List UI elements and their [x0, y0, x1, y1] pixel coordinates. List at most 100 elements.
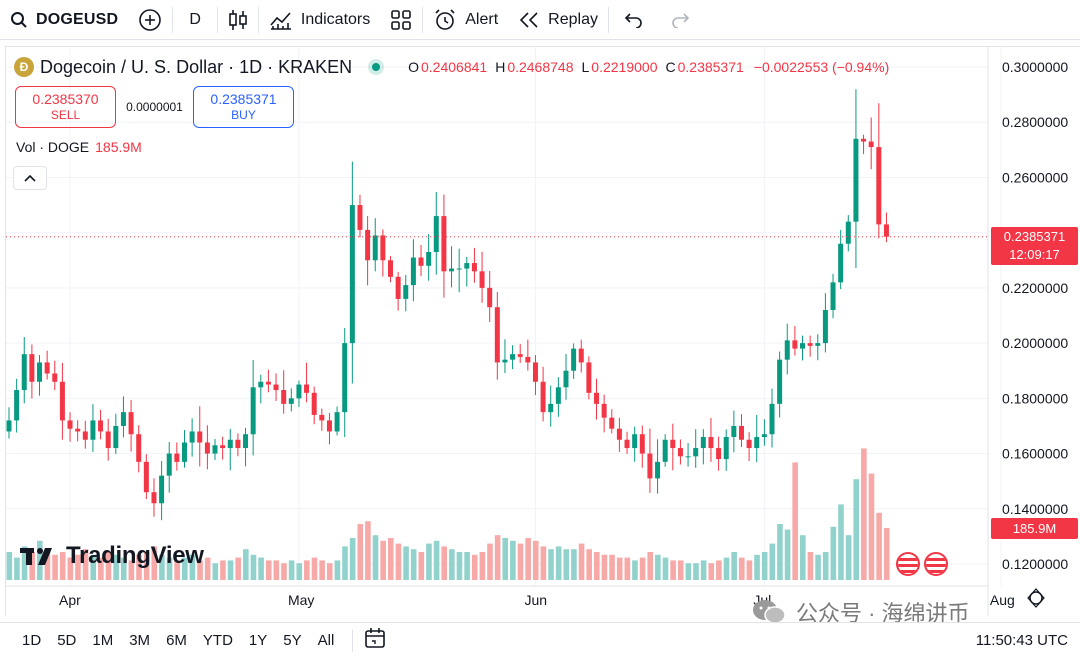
- alert-button[interactable]: Alert: [423, 0, 508, 40]
- indicators-icon: [269, 9, 293, 31]
- volume-value: 185.9M: [95, 139, 142, 155]
- candle: [471, 247, 477, 283]
- volume-bar: [159, 554, 165, 580]
- range-button-all[interactable]: All: [317, 632, 335, 649]
- interval-button[interactable]: D: [173, 0, 217, 40]
- candle: [166, 442, 172, 493]
- candle: [105, 418, 111, 461]
- candle: [243, 427, 249, 467]
- us-flag-icon[interactable]: [896, 552, 920, 576]
- replay-label: Replay: [548, 10, 598, 28]
- candle: [113, 413, 119, 454]
- templates-button[interactable]: [380, 0, 422, 40]
- tradingview-logo-text: TradingView: [66, 542, 204, 569]
- volume-bar: [235, 557, 241, 580]
- range-button-3m[interactable]: 3M: [129, 632, 151, 649]
- volume-bar: [632, 560, 638, 580]
- candle: [98, 409, 104, 440]
- volume-bar: [250, 554, 257, 580]
- range-button-1m[interactable]: 1M: [92, 632, 114, 649]
- volume-bar: [471, 554, 478, 580]
- candle: [853, 89, 859, 269]
- range-button-1d[interactable]: 1D: [22, 632, 42, 649]
- symbol-search[interactable]: DOGEUSD: [0, 0, 128, 40]
- goto-date-icon[interactable]: [363, 627, 387, 654]
- indicators-button[interactable]: Indicators: [259, 0, 380, 40]
- event-icons[interactable]: [896, 552, 952, 576]
- candle: [517, 344, 523, 363]
- open-key: O: [408, 59, 419, 75]
- candle: [815, 334, 821, 361]
- volume-bar: [311, 557, 318, 580]
- volume-bar: [37, 540, 43, 580]
- candle: [662, 434, 668, 467]
- low-key: L: [581, 59, 590, 75]
- volume-bar: [265, 560, 272, 580]
- close-value: 0.2385371: [677, 59, 744, 75]
- candle: [639, 425, 645, 468]
- candle: [441, 194, 447, 298]
- volume-bar: [746, 560, 753, 580]
- volume-bar: [594, 552, 600, 580]
- volume-bar: [204, 557, 211, 580]
- volume-bar: [662, 557, 669, 580]
- volume-bar: [90, 554, 97, 580]
- candle: [761, 419, 767, 446]
- candle: [44, 350, 50, 380]
- candle: [876, 103, 882, 239]
- range-button-5d[interactable]: 5D: [57, 632, 77, 649]
- candle: [82, 420, 88, 449]
- collapse-legend-button[interactable]: [13, 166, 47, 190]
- volume-bar: [403, 546, 409, 580]
- candle: [548, 385, 554, 427]
- candle: [792, 326, 798, 356]
- candle: [555, 377, 561, 417]
- volume-bar: [273, 560, 280, 580]
- range-button-ytd[interactable]: YTD: [202, 632, 233, 649]
- volume-bar: [166, 557, 173, 580]
- volume-bar: [700, 560, 707, 580]
- volume-bar: [655, 554, 661, 580]
- buy-button[interactable]: 0.2385371 BUY: [193, 86, 294, 128]
- volume-bar: [14, 557, 20, 580]
- redo-button[interactable]: [657, 0, 705, 40]
- divider: [422, 6, 424, 33]
- volume-bar: [82, 549, 89, 580]
- compare-button[interactable]: [128, 0, 172, 40]
- range-button-1y[interactable]: 1Y: [248, 632, 268, 649]
- volume-bar: [800, 535, 806, 580]
- grid-lines: [6, 46, 1002, 586]
- settings-icon[interactable]: [1027, 588, 1045, 608]
- candle: [67, 412, 73, 442]
- volume-bar: [792, 462, 798, 580]
- replay-button[interactable]: Replay: [508, 0, 608, 40]
- utc-clock[interactable]: 11:50:43 UTC: [975, 632, 1068, 649]
- volume-bar: [334, 560, 341, 580]
- volume-bar: [578, 543, 585, 580]
- undo-button[interactable]: [609, 0, 657, 40]
- volume-bar: [731, 552, 737, 580]
- redo-icon: [671, 12, 691, 28]
- chart-type-button[interactable]: [218, 0, 258, 40]
- chart-pane[interactable]: [5, 46, 1080, 616]
- range-button-6m[interactable]: 6M: [166, 632, 187, 649]
- bar-countdown: 12:09:17: [1009, 247, 1060, 262]
- price-chart[interactable]: 0.30000000.28000000.26000000.24000000.22…: [0, 0, 1080, 622]
- candle: [334, 406, 340, 436]
- volume-legend[interactable]: Vol · DOGE 185.9M: [16, 139, 142, 155]
- tradingview-logo[interactable]: TradingView: [20, 542, 204, 570]
- us-flag-icon[interactable]: [924, 552, 948, 576]
- market-open-dot: [372, 63, 381, 71]
- volume-bar: [181, 557, 188, 580]
- symbol-legend[interactable]: Ð Dogecoin / U. S. Dollar · 1D · KRAKEN …: [14, 56, 891, 78]
- bottom-toolbar: 1D 5D 1M 3M 6M YTD 1Y 5Y All 11:50:43 UTC: [0, 622, 1080, 658]
- candle: [212, 439, 218, 461]
- volume-bar: [120, 557, 127, 580]
- candle: [403, 274, 409, 312]
- range-button-5y[interactable]: 5Y: [283, 632, 302, 649]
- candle: [235, 433, 241, 457]
- volume-bar: [418, 552, 425, 580]
- sell-button[interactable]: 0.2385370 SELL: [15, 86, 116, 128]
- volume-bars: [6, 448, 890, 580]
- volume-bar: [136, 554, 142, 580]
